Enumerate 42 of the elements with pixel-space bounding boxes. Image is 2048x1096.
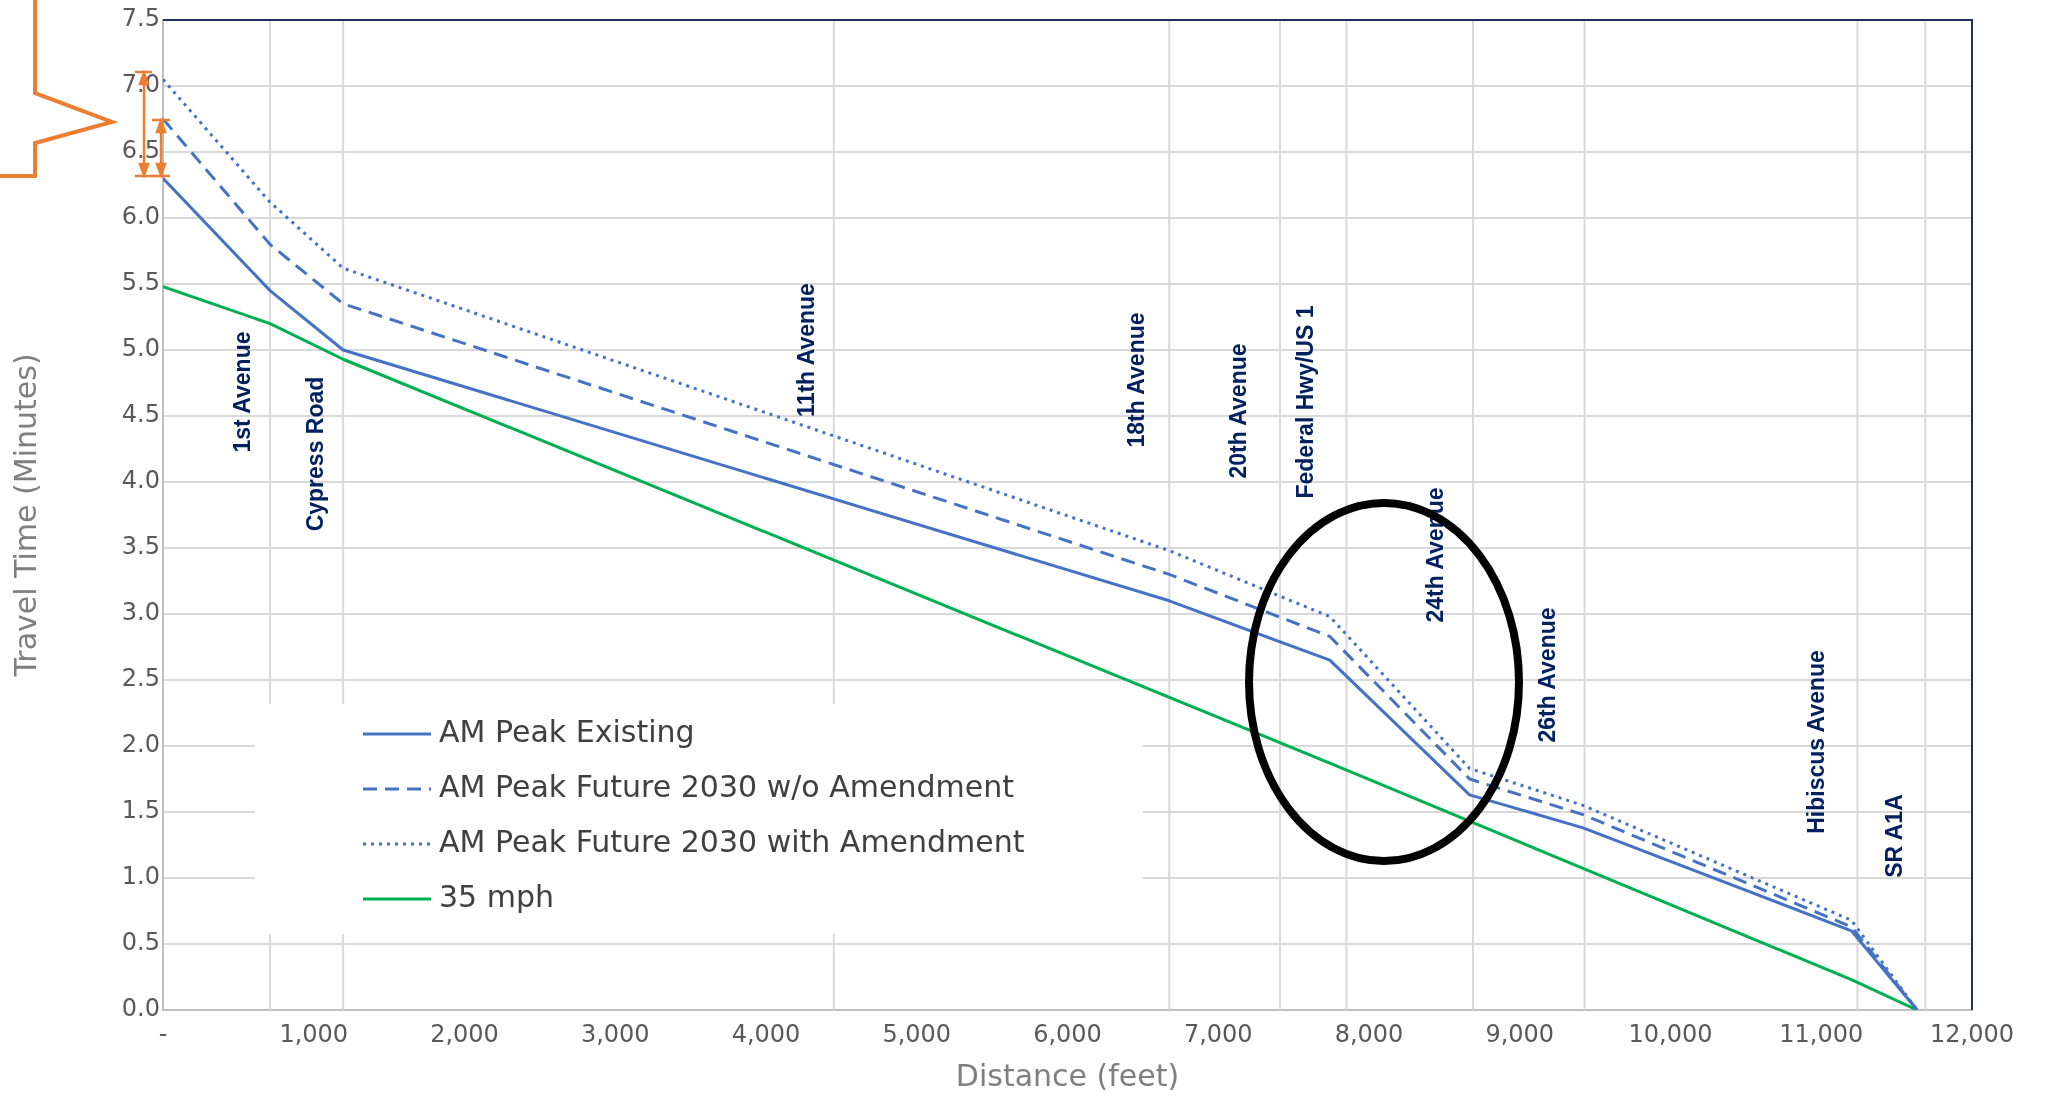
x-tick-label: 6,000 xyxy=(1033,1019,1102,1048)
x-axis-title: Distance (feet) xyxy=(955,1057,1180,1093)
ref-line-label: Cypress Road xyxy=(302,376,329,532)
y-tick-label: 0.5 xyxy=(121,928,160,957)
x-tick-label: - xyxy=(158,1019,168,1048)
ref-line-label: 20th Avenue xyxy=(1225,343,1252,479)
ref-line-label: 1st Avenue xyxy=(229,331,256,453)
x-tick-label: 3,000 xyxy=(580,1019,650,1048)
ref-line-label: 11th Avenue xyxy=(793,283,820,417)
x-tick-label: 5,000 xyxy=(882,1019,952,1048)
y-tick-label: 3.5 xyxy=(121,532,160,561)
x-tick-label: 1,000 xyxy=(279,1019,349,1048)
ref-line-label: SR A1A xyxy=(1880,794,1907,878)
legend-label: 35 mph xyxy=(439,878,554,914)
x-tick-label: 7,000 xyxy=(1183,1019,1253,1048)
y-tick-label: 2.5 xyxy=(121,664,160,693)
ref-line-label: Federal Hwy/US 1 xyxy=(1291,305,1318,499)
y-tick-label: 4.5 xyxy=(121,400,160,429)
x-tick-label: 10,000 xyxy=(1628,1019,1713,1048)
ref-line-label: Hibiscus Avenue xyxy=(1802,650,1829,834)
y-tick-label: 6.0 xyxy=(121,202,160,231)
y-tick-label: 3.0 xyxy=(121,598,160,627)
x-tick-label: 11,000 xyxy=(1779,1019,1864,1048)
legend-label: AM Peak Existing xyxy=(439,713,695,749)
x-tick-label: 9,000 xyxy=(1485,1019,1555,1048)
y-tick-label: 4.0 xyxy=(121,466,160,495)
y-tick-label: 0.0 xyxy=(121,994,160,1023)
x-tick-label: 2,000 xyxy=(430,1019,499,1048)
y-tick-label: 2.0 xyxy=(121,730,160,759)
x-tick-label: 8,000 xyxy=(1334,1019,1404,1048)
y-axis-title: Travel Time (Minutes) xyxy=(7,353,43,678)
x-tick-label: 12,000 xyxy=(1930,1019,2014,1048)
y-tick-label: 5.5 xyxy=(121,268,160,297)
y-tick-label: 7.5 xyxy=(121,4,160,33)
x-tick-label: 4,000 xyxy=(731,1019,801,1048)
y-tick-label: 5.0 xyxy=(121,334,160,363)
ref-line-label: 18th Avenue xyxy=(1122,312,1149,448)
y-tick-label: 1.5 xyxy=(121,796,160,825)
legend-label: AM Peak Future 2030 with Amendment xyxy=(439,823,1025,859)
y-tick-label: 1.0 xyxy=(121,862,160,891)
ref-line-label: 26th Avenue xyxy=(1533,607,1560,743)
legend-label: AM Peak Future 2030 w/o Amendment xyxy=(439,768,1015,804)
